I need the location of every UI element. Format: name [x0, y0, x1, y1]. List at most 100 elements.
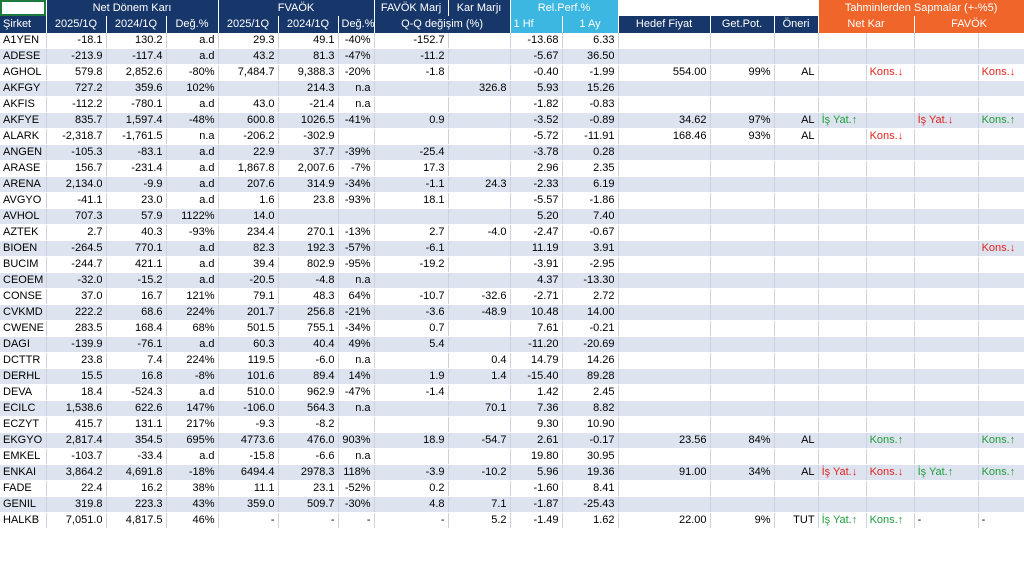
cell-favok-deg[interactable]: -93%	[338, 192, 375, 209]
cell-netkar-kons[interactable]	[866, 368, 915, 385]
cell-favok-isyat[interactable]	[914, 256, 979, 273]
cell-hedef-fiyat[interactable]: 91.00	[618, 464, 711, 481]
cell-favok-isyat[interactable]: İş Yat.↑	[914, 464, 979, 481]
cell-oneri[interactable]	[774, 480, 819, 497]
cell-favok-marj[interactable]	[374, 416, 449, 433]
col-oneri[interactable]: Öneri	[774, 16, 819, 33]
cell-favok-marj[interactable]: -3.9	[374, 464, 449, 481]
cell-sirket[interactable]: DAGI	[0, 336, 47, 353]
cell-1hf[interactable]: -5.67	[510, 48, 563, 65]
cell-sirket[interactable]: ARASE	[0, 160, 47, 177]
cell-sirket[interactable]: CEOEM	[0, 272, 47, 289]
cell-favok-kons[interactable]	[978, 80, 1024, 97]
cell-favok-isyat[interactable]	[914, 96, 979, 113]
cell-1ay[interactable]: -13.30	[562, 272, 619, 289]
cell-favok-deg[interactable]	[338, 128, 375, 145]
cell-net-2025[interactable]: -139.9	[46, 336, 107, 353]
cell-favok-isyat[interactable]	[914, 320, 979, 337]
cell-oneri[interactable]	[774, 144, 819, 161]
cell-oneri[interactable]: AL	[774, 64, 819, 81]
cell-favok-2025[interactable]: 7,484.7	[218, 64, 279, 81]
cell-favok-kons[interactable]	[978, 400, 1024, 417]
cell-net-2024[interactable]: -83.1	[106, 144, 167, 161]
cell-hedef-fiyat[interactable]	[618, 496, 711, 513]
cell-hedef-fiyat[interactable]	[618, 256, 711, 273]
cell-oneri[interactable]	[774, 160, 819, 177]
cell-favok-deg[interactable]: -40%	[338, 33, 375, 49]
col-net-deg[interactable]: Değ.%	[166, 16, 219, 33]
cell-sirket[interactable]: ANGEN	[0, 144, 47, 161]
cell-netkar-kons[interactable]	[866, 480, 915, 497]
cell-net-2024[interactable]: -76.1	[106, 336, 167, 353]
cell-oneri[interactable]	[774, 448, 819, 465]
cell-net-2024[interactable]: 68.6	[106, 304, 167, 321]
cell-net-deg[interactable]: -93%	[166, 224, 219, 241]
cell-netkar-isyat[interactable]	[818, 496, 867, 513]
cell-net-2025[interactable]: 2,134.0	[46, 176, 107, 193]
cell-favok-kons[interactable]	[978, 352, 1024, 369]
cell-favok-isyat[interactable]	[914, 144, 979, 161]
cell-kar-marji[interactable]	[448, 416, 511, 433]
cell-sirket[interactable]: ENKAI	[0, 464, 47, 481]
cell-sirket[interactable]: AKFGY	[0, 80, 47, 97]
cell-netkar-isyat[interactable]	[818, 448, 867, 465]
cell-hedef-fiyat[interactable]	[618, 96, 711, 113]
cell-oneri[interactable]	[774, 352, 819, 369]
cell-favok-deg[interactable]: -20%	[338, 64, 375, 81]
cell-net-2025[interactable]: 835.7	[46, 112, 107, 129]
cell-favok-kons[interactable]	[978, 48, 1024, 65]
cell-1hf[interactable]: -1.60	[510, 480, 563, 497]
cell-favok-2025[interactable]: 11.1	[218, 480, 279, 497]
cell-net-deg[interactable]: 217%	[166, 416, 219, 433]
cell-sirket[interactable]: EKGYO	[0, 432, 47, 449]
cell-1ay[interactable]: 7.40	[562, 208, 619, 225]
cell-netkar-kons[interactable]	[866, 448, 915, 465]
cell-net-2025[interactable]: -103.7	[46, 448, 107, 465]
cell-favok-2024[interactable]: 9,388.3	[278, 64, 339, 81]
cell-1ay[interactable]: 1.62	[562, 512, 619, 529]
cell-get-pot[interactable]: 34%	[710, 464, 775, 481]
cell-net-deg[interactable]: a.d	[166, 448, 219, 465]
cell-favok-kons[interactable]	[978, 336, 1024, 353]
cell-net-2025[interactable]: 727.2	[46, 80, 107, 97]
table-row[interactable]: ECILC 1,538.6 622.6 147% -106.0 564.3 n.a 70.1 7…	[0, 400, 1024, 417]
cell-netkar-kons[interactable]: Kons.↓	[866, 64, 915, 81]
cell-1ay[interactable]: -0.17	[562, 432, 619, 449]
cell-netkar-isyat[interactable]	[818, 192, 867, 209]
cell-favok-marj[interactable]	[374, 96, 449, 113]
cell-kar-marji[interactable]	[448, 33, 511, 49]
cell-hedef-fiyat[interactable]	[618, 368, 711, 385]
cell-net-deg[interactable]: a.d	[166, 48, 219, 65]
cell-favok-deg[interactable]: -30%	[338, 496, 375, 513]
cell-kar-marji[interactable]: -32.6	[448, 288, 511, 305]
cell-net-2025[interactable]: 2,817.4	[46, 432, 107, 449]
cell-favok-isyat[interactable]	[914, 352, 979, 369]
cell-netkar-kons[interactable]	[866, 320, 915, 337]
cell-1ay[interactable]: -0.21	[562, 320, 619, 337]
cell-1ay[interactable]: -11.91	[562, 128, 619, 145]
cell-net-deg[interactable]: -18%	[166, 464, 219, 481]
cell-netkar-isyat[interactable]	[818, 480, 867, 497]
cell-1hf[interactable]: -2.33	[510, 176, 563, 193]
cell-get-pot[interactable]	[710, 256, 775, 273]
cell-favok-deg[interactable]: n.a	[338, 448, 375, 465]
cell-favok-2024[interactable]: 314.9	[278, 176, 339, 193]
cell-get-pot[interactable]	[710, 272, 775, 289]
cell-1ay[interactable]: -1.99	[562, 64, 619, 81]
cell-favok-isyat[interactable]	[914, 160, 979, 177]
cell-netkar-isyat[interactable]: İş Yat.↑	[818, 112, 867, 129]
cell-net-2025[interactable]: -2,318.7	[46, 128, 107, 145]
cell-favok-kons[interactable]	[978, 448, 1024, 465]
cell-get-pot[interactable]	[710, 304, 775, 321]
cell-kar-marji[interactable]: 70.1	[448, 400, 511, 417]
cell-kar-marji[interactable]: 1.4	[448, 368, 511, 385]
cell-hedef-fiyat[interactable]	[618, 400, 711, 417]
cell-netkar-kons[interactable]: Kons.↓	[866, 464, 915, 481]
col-hedef-fiyat[interactable]: Hedef Fiyat	[618, 16, 711, 33]
cell-1ay[interactable]: 10.90	[562, 416, 619, 433]
cell-favok-marj[interactable]: 1.9	[374, 368, 449, 385]
col-net-2024[interactable]: 2024/1Q	[106, 16, 167, 33]
cell-favok-marj[interactable]: -19.2	[374, 256, 449, 273]
cell-favok-2025[interactable]: 4773.6	[218, 432, 279, 449]
cell-netkar-kons[interactable]	[866, 496, 915, 513]
